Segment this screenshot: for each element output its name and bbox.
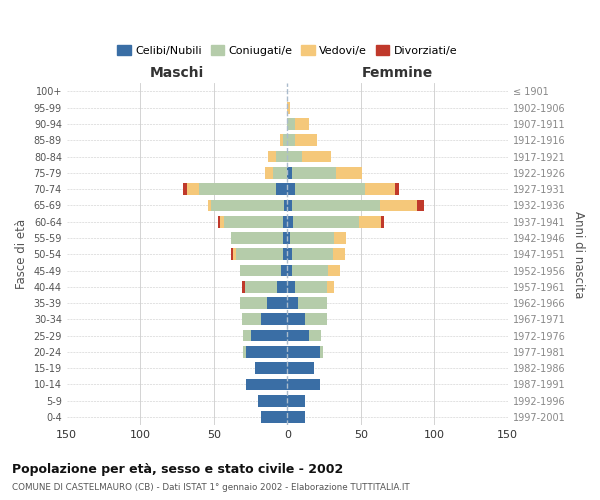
Bar [246,346,287,358]
Bar [295,281,327,292]
Bar [224,216,283,228]
Bar [275,150,287,162]
Bar [295,184,365,195]
Bar [287,102,290,114]
Bar [359,216,382,228]
Bar [305,314,327,325]
Bar [334,232,346,244]
Bar [281,264,287,276]
Bar [298,297,327,309]
Bar [220,216,224,228]
Bar [292,167,336,178]
Bar [240,297,267,309]
Bar [287,314,305,325]
Bar [293,216,359,228]
Bar [243,346,246,358]
Bar [290,232,334,244]
Bar [287,150,302,162]
Bar [287,200,292,211]
Bar [287,118,295,130]
Bar [287,281,295,292]
Text: Femmine: Femmine [362,66,433,80]
Bar [295,118,310,130]
Bar [242,314,261,325]
Bar [287,362,314,374]
Bar [416,200,424,211]
Y-axis label: Fasce di età: Fasce di età [15,219,28,290]
Bar [287,330,310,342]
Bar [287,216,293,228]
Bar [287,232,290,244]
Text: Maschi: Maschi [150,66,204,80]
Bar [292,200,380,211]
Bar [211,200,284,211]
Bar [365,184,395,195]
Bar [295,134,317,146]
Bar [380,200,416,211]
Bar [287,184,295,195]
Bar [302,150,331,162]
Bar [328,264,340,276]
Bar [275,184,287,195]
Bar [382,216,385,228]
Bar [283,216,287,228]
Bar [287,297,298,309]
Bar [283,134,287,146]
Bar [258,395,287,406]
Bar [283,232,287,244]
Bar [395,184,399,195]
Bar [199,184,275,195]
Bar [243,330,251,342]
Bar [208,200,211,211]
Bar [268,150,275,162]
Text: COMUNE DI CASTELMAURO (CB) - Dati ISTAT 1° gennaio 2002 - Elaborazione TUTTITALI: COMUNE DI CASTELMAURO (CB) - Dati ISTAT … [12,484,410,492]
Bar [236,248,283,260]
Bar [261,411,287,423]
Bar [336,167,362,178]
Bar [187,184,199,195]
Bar [240,264,281,276]
Bar [242,281,245,292]
Bar [287,248,292,260]
Bar [272,167,287,178]
Bar [287,411,305,423]
Bar [232,248,233,260]
Bar [287,346,320,358]
Bar [287,167,292,178]
Bar [261,314,287,325]
Bar [287,395,305,406]
Bar [277,281,287,292]
Bar [265,167,272,178]
Legend: Celibi/Nubili, Coniugati/e, Vedovi/e, Divorziati/e: Celibi/Nubili, Coniugati/e, Vedovi/e, Di… [113,41,462,60]
Bar [327,281,334,292]
Y-axis label: Anni di nascita: Anni di nascita [572,210,585,298]
Bar [292,248,333,260]
Bar [183,184,187,195]
Bar [284,200,287,211]
Bar [280,134,283,146]
Bar [287,378,320,390]
Bar [218,216,220,228]
Bar [333,248,344,260]
Bar [232,232,283,244]
Bar [233,248,236,260]
Bar [287,264,292,276]
Bar [255,362,287,374]
Bar [292,264,328,276]
Bar [251,330,287,342]
Bar [267,297,287,309]
Bar [245,281,277,292]
Bar [246,378,287,390]
Bar [283,248,287,260]
Bar [320,346,323,358]
Bar [310,330,321,342]
Bar [287,134,295,146]
Text: Popolazione per età, sesso e stato civile - 2002: Popolazione per età, sesso e stato civil… [12,462,343,475]
